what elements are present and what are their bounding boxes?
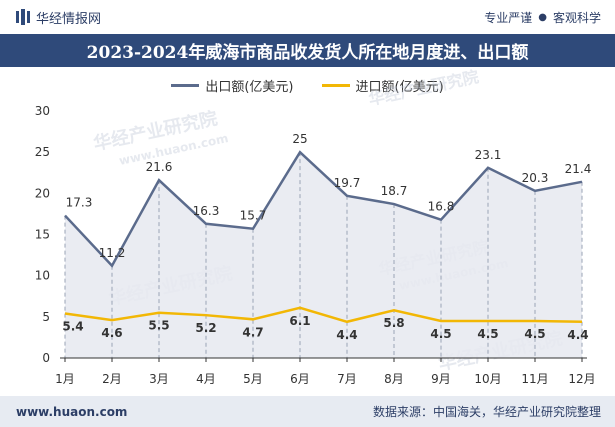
slogan-dot: ●	[538, 11, 547, 23]
top-bar: 华经情报网 专业严谨 ● 客观科学	[0, 0, 615, 34]
slogan: 专业严谨 ● 客观科学	[484, 9, 601, 26]
export-data-label: 11.2	[99, 246, 126, 260]
legend-item-export: 出口额(亿美元)	[171, 76, 294, 95]
chart-plot: 华经产业研究院华经产业研究院华经产业研究院华经产业研究院华经产业研究院www.h…	[35, 67, 596, 386]
import-data-label: 4.5	[524, 327, 545, 341]
import-data-label: 4.7	[242, 325, 263, 339]
y-tick-label: 30	[35, 104, 50, 118]
import-data-label: 5.8	[383, 316, 404, 330]
legend-label-export: 出口额(亿美元)	[205, 79, 294, 95]
export-data-label: 19.7	[334, 176, 361, 190]
brand-name: 华经情报网	[36, 11, 102, 27]
x-tick-label: 3月	[149, 372, 169, 386]
brand: 华经情报网	[16, 8, 101, 27]
brand-logo-icon	[16, 9, 30, 25]
x-tick-label: 9月	[431, 372, 451, 386]
export-data-label: 25	[292, 132, 307, 146]
import-data-label: 5.2	[195, 321, 216, 335]
export-data-label: 18.7	[381, 184, 408, 198]
y-tick-label: 25	[35, 145, 50, 159]
import-data-label: 4.5	[477, 327, 498, 341]
slogan-left: 专业严谨	[484, 10, 533, 25]
export-area-layer	[65, 152, 582, 358]
footer-url: www.huaon.com	[16, 404, 128, 419]
y-tick-label: 10	[35, 269, 50, 283]
export-area	[65, 152, 582, 358]
import-data-label: 4.4	[336, 328, 357, 342]
slogan-right: 客观科学	[552, 10, 601, 25]
legend: 出口额(亿美元) 进口额(亿美元)	[0, 76, 615, 95]
x-tick-label: 6月	[290, 372, 310, 386]
series-lines-layer	[64, 150, 583, 324]
x-tick-label: 7月	[337, 372, 357, 386]
axis-layer: 0 5 10 15 20 25 30 1月 2月 3月 4月 5月 6月 7月 8月 9月 10月 11月 12月	[35, 104, 596, 386]
import-data-label: 5.4	[62, 320, 83, 334]
export-data-label: 21.4	[565, 162, 592, 176]
export-data-label: 16.8	[428, 200, 455, 214]
chart-title: 2023-2024年威海市商品收发货人所在地月度进、出口额	[86, 43, 529, 63]
export-data-label: 21.6	[146, 160, 173, 174]
y-tick-label: 5	[42, 310, 50, 324]
export-data-label: 20.3	[522, 171, 549, 185]
x-tick-label: 2月	[102, 372, 122, 386]
export-data-label: 23.1	[475, 148, 502, 162]
import-data-label: 4.4	[567, 328, 588, 342]
footer-bar: www.huaon.com 数据来源：中国海关，华经产业研究院整理	[0, 396, 615, 427]
export-series-line	[64, 150, 583, 268]
footer-source: 数据来源：中国海关，华经产业研究院整理	[372, 405, 601, 419]
y-tick-label: 20	[35, 186, 50, 200]
legend-label-import: 进口额(亿美元)	[355, 79, 444, 95]
import-series-line	[64, 306, 583, 324]
data-labels-layer: 17.3 11.2 21.6 16.3 15.7 25 19.7 18.7 16.8 23.1 20…	[62, 132, 591, 342]
x-tick-label: 12月	[568, 372, 595, 386]
import-data-label: 4.6	[101, 326, 122, 340]
legend-swatch-export	[171, 83, 200, 87]
watermark-text: 华经产业研究院	[367, 67, 481, 109]
chart-title-bar: 2023-2024年威海市商品收发货人所在地月度进、出口额	[0, 34, 615, 67]
import-data-label: 6.1	[289, 314, 310, 328]
export-data-label: 15.7	[240, 209, 267, 223]
x-tick-label: 4月	[196, 372, 216, 386]
x-tick-label: 10月	[474, 372, 501, 386]
import-data-label: 4.5	[430, 327, 451, 341]
y-tick-label: 0	[42, 351, 50, 365]
legend-swatch-import	[321, 83, 350, 87]
drop-lines-layer	[64, 152, 583, 358]
x-tick-label: 1月	[55, 372, 75, 386]
export-data-label: 17.3	[66, 196, 93, 210]
import-data-label: 5.5	[148, 319, 169, 333]
y-tick-label: 15	[35, 228, 50, 242]
legend-item-import: 进口额(亿美元)	[321, 76, 444, 95]
x-tick-label: 5月	[243, 372, 263, 386]
export-data-label: 16.3	[193, 204, 220, 218]
x-tick-label: 8月	[384, 372, 404, 386]
x-tick-label: 11月	[521, 372, 548, 386]
